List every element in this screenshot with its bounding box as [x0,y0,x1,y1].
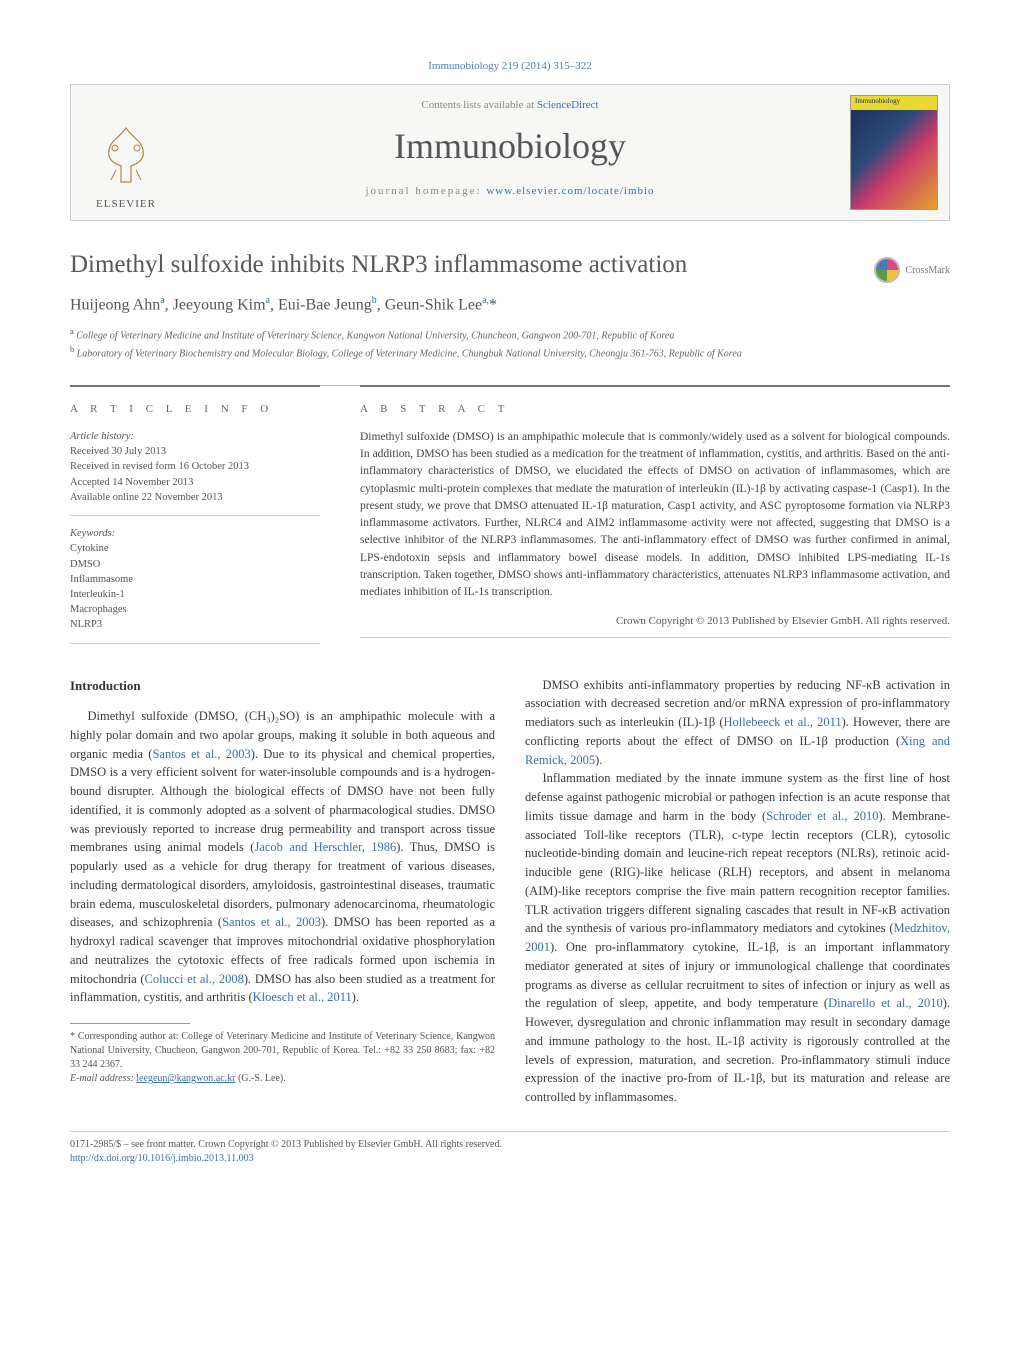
crossmark-icon [874,257,900,283]
journal-reference: Immunobiology 219 (2014) 315–322 [70,60,950,72]
email-suffix: (G.-S. Lee). [238,1073,286,1084]
elsevier-tree-icon [91,120,161,190]
affiliations: a College of Veterinary Medicine and Ins… [70,326,950,361]
footnote-marker: * [70,1031,75,1042]
keywords-label: Keywords: [70,526,320,541]
intro-paragraph-1: Dimethyl sulfoxide (DMSO, (CH₃)₂SO) is a… [70,707,495,1007]
journal-title: Immunobiology [191,125,829,167]
footnote-separator [70,1023,190,1024]
keyword-item: Inflammasome [70,572,320,587]
keyword-item: NLRP3 [70,617,320,632]
abstract-text: Dimethyl sulfoxide (DMSO) is an amphipat… [360,429,950,602]
homepage-prefix: journal homepage: [365,185,486,197]
history-line: Received in revised form 16 October 2013 [70,459,320,474]
doi-link[interactable]: http://dx.doi.org/10.1016/j.imbio.2013.1… [70,1153,254,1164]
cover-label: Immunobiology [855,97,900,105]
corresponding-author-footnote: * Corresponding author at: College of Ve… [70,1030,495,1086]
keyword-item: Interleukin-1 [70,587,320,602]
history-line: Available online 22 November 2013 [70,490,320,505]
crossmark-label: CrossMark [906,265,950,276]
abstract-copyright: Crown Copyright © 2013 Published by Else… [360,615,950,638]
body-column-left: Introduction Dimethyl sulfoxide (DMSO, (… [70,676,495,1107]
intro-paragraph-2: DMSO exhibits anti-inflammatory properti… [525,676,950,770]
journal-cover-thumbnail: Immunobiology [850,95,938,210]
keyword-item: DMSO [70,557,320,572]
journal-homepage-line: journal homepage: www.elsevier.com/locat… [191,185,829,197]
keyword-item: Macrophages [70,602,320,617]
citation-link[interactable]: Hollebeeck et al., 2011 [724,715,842,729]
article-info-heading: a r t i c l e i n f o [70,403,320,415]
article-title: Dimethyl sulfoxide inhibits NLRP3 inflam… [70,251,950,279]
history-line: Received 30 July 2013 [70,444,320,459]
issn-line: 0171-2985/$ – see front matter. Crown Co… [70,1138,950,1152]
citation-link[interactable]: Xing and Remick, 2005 [525,734,950,767]
email-label: E-mail address: [70,1073,134,1084]
journal-homepage-link[interactable]: www.elsevier.com/locate/imbio [486,185,654,197]
affiliation-line: b Laboratory of Veterinary Biochemistry … [70,344,950,361]
citation-link[interactable]: Colucci et al., 2008 [145,972,244,986]
keyword-item: Cytokine [70,541,320,556]
introduction-heading: Introduction [70,676,495,696]
sciencedirect-link[interactable]: ScienceDirect [537,99,599,111]
history-label: Article history: [70,429,320,444]
abstract-column: a b s t r a c t Dimethyl sulfoxide (DMSO… [360,385,950,644]
keywords-block: Keywords: CytokineDMSOInflammasomeInterl… [70,526,320,644]
contents-available-line: Contents lists available at ScienceDirec… [191,99,829,111]
intro-paragraph-3: Inflammation mediated by the innate immu… [525,769,950,1107]
body-column-right: DMSO exhibits anti-inflammatory properti… [525,676,950,1107]
citation-link[interactable]: Jacob and Herschler, 1986 [254,840,396,854]
authors-line: Huijeong Ahna, Jeeyoung Kima, Eui-Bae Je… [70,295,950,314]
citation-link[interactable]: Kloesch et al., 2011 [253,990,352,1004]
publisher-name: ELSEVIER [91,198,161,210]
article-history: Article history: Received 30 July 2013Re… [70,429,320,516]
footnote-text: Corresponding author at: College of Vete… [70,1031,495,1070]
citation-link[interactable]: Santos et al., 2003 [152,747,250,761]
corresponding-email-link[interactable]: leegeun@kangwon.ac.kr [136,1073,235,1084]
citation-link[interactable]: Santos et al., 2003 [222,915,321,929]
citation-link[interactable]: Medzhitov, 2001 [525,921,950,954]
article-info-column: a r t i c l e i n f o Article history: R… [70,385,320,644]
crossmark-badge[interactable]: CrossMark [874,257,950,283]
citation-link[interactable]: Schroder et al., 2010 [766,809,878,823]
history-line: Accepted 14 November 2013 [70,475,320,490]
affiliation-line: a College of Veterinary Medicine and Ins… [70,326,950,343]
contents-prefix: Contents lists available at [421,99,536,111]
page-footer: 0171-2985/$ – see front matter. Crown Co… [70,1131,950,1166]
masthead: ELSEVIER Contents lists available at Sci… [70,84,950,221]
body-two-columns: Introduction Dimethyl sulfoxide (DMSO, (… [70,676,950,1107]
abstract-heading: a b s t r a c t [360,403,950,415]
citation-link[interactable]: Dinarello et al., 2010 [828,996,943,1010]
publisher-logo-block: ELSEVIER [71,85,181,220]
